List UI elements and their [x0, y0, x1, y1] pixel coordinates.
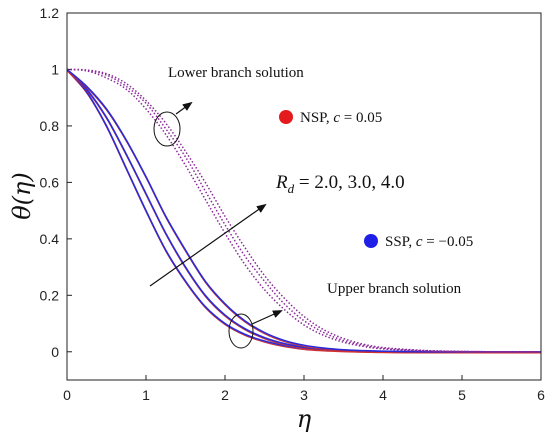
x-tick-label: 3 — [300, 387, 308, 403]
x-tick-label: 1 — [142, 387, 150, 403]
axis-ticks: 0 1 2 3 4 5 6 0 0.2 0.4 0.6 0.8 1 1.2 — [40, 5, 546, 403]
y-axis-title: θ(η) — [8, 172, 36, 220]
legend: NSP, c = 0.05 SSP, c = −0.05 — [279, 110, 473, 250]
upper-branch-ellipse — [228, 313, 254, 349]
legend-label-ssp: SSP, c = −0.05 — [385, 234, 473, 250]
y-tick-label: 1 — [51, 61, 59, 77]
annotation-param: Rd = 2.0, 3.0, 4.0 — [275, 172, 405, 196]
annotation-lower-branch: Lower branch solution — [168, 65, 304, 81]
x-tick-label: 2 — [221, 387, 229, 403]
y-tick-label: 1.2 — [40, 5, 60, 21]
x-tick-label: 0 — [63, 387, 71, 403]
annotation-upper-branch: Upper branch solution — [327, 281, 462, 297]
x-tick-label: 6 — [537, 387, 545, 403]
y-tick-label: 0.6 — [40, 174, 60, 190]
y-tick-label: 0.4 — [40, 231, 60, 247]
series-line-lower-5 — [66, 68, 542, 353]
y-tick-label: 0.2 — [40, 287, 60, 303]
series-line-lower-3 — [66, 68, 542, 353]
lower-branch-arrow — [175, 101, 193, 115]
series-line-upper-2 — [66, 68, 541, 353]
plot-frame — [66, 12, 542, 381]
y-tick-label: 0 — [51, 344, 59, 360]
x-tick-label: 5 — [458, 387, 466, 403]
series-line-lower-4 — [66, 68, 542, 353]
plot-area — [67, 13, 541, 380]
legend-marker-ssp — [364, 234, 378, 248]
series-layer — [66, 68, 542, 354]
legend-marker-nsp — [279, 110, 293, 124]
y-tick-label: 0.8 — [40, 118, 60, 134]
lower-branch-ellipse — [153, 111, 181, 147]
legend-label-nsp: NSP, c = 0.05 — [300, 110, 382, 126]
param-arrow — [149, 203, 267, 287]
x-axis-title: η — [297, 405, 312, 433]
upper-branch-arrow — [251, 310, 283, 325]
x-tick-label: 4 — [379, 387, 387, 403]
